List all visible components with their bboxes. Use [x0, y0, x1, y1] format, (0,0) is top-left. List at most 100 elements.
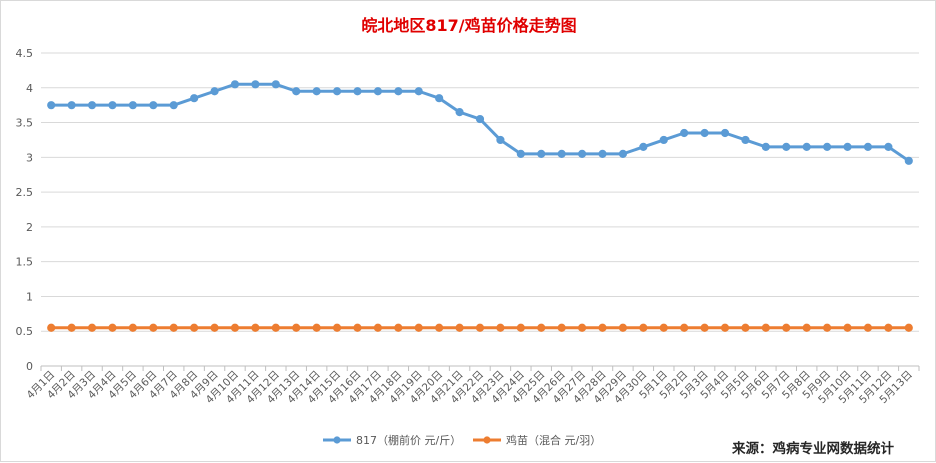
data-point — [577, 323, 587, 332]
data-point — [598, 323, 607, 332]
data-point — [190, 94, 199, 103]
data-point — [537, 149, 546, 158]
y-tick-label: 2 — [26, 221, 33, 234]
chart-title: 皖北地区817/鸡苗价格走势图 — [361, 16, 576, 35]
x-axis: 4月1日4月2日4月3日4月4日4月5日4月6日4月7日4月8日4月9日4月10… — [25, 366, 920, 406]
data-point — [373, 87, 383, 96]
data-point — [210, 323, 219, 332]
data-point — [537, 323, 546, 332]
data-point — [312, 87, 321, 96]
data-point — [108, 101, 117, 110]
data-point — [639, 323, 648, 332]
data-point — [720, 128, 730, 138]
data-point — [190, 323, 199, 332]
gridlines — [41, 52, 919, 367]
data-point — [802, 142, 811, 151]
legend-item: 817（棚前价 元/斤） — [323, 433, 461, 447]
data-point — [475, 114, 485, 124]
data-point — [149, 323, 158, 332]
data-point — [67, 101, 76, 110]
data-point — [741, 323, 750, 332]
data-point — [271, 323, 280, 332]
data-point — [516, 323, 525, 332]
data-point — [394, 323, 403, 332]
data-point — [230, 80, 240, 89]
data-point — [823, 142, 832, 151]
data-point — [149, 101, 158, 110]
data-point — [823, 323, 832, 332]
data-point — [884, 142, 893, 151]
data-point — [87, 101, 97, 110]
data-point — [373, 323, 383, 332]
series-1 — [47, 80, 913, 165]
legend-label: 817（棚前价 元/斤） — [356, 433, 461, 447]
data-point — [843, 142, 852, 151]
data-point — [353, 87, 362, 96]
data-point — [884, 323, 893, 332]
data-point — [577, 149, 587, 158]
legend-item: 鸡苗（混合 元/羽） — [473, 433, 601, 447]
data-point — [169, 323, 178, 332]
data-point — [312, 323, 321, 332]
data-point — [414, 323, 423, 332]
data-point — [332, 323, 342, 332]
data-point — [680, 323, 689, 332]
y-tick-label: 4 — [26, 82, 33, 95]
data-point — [251, 323, 260, 332]
data-point — [863, 142, 873, 151]
data-point — [700, 128, 709, 138]
series-group — [47, 80, 913, 332]
data-point — [292, 87, 301, 96]
data-point — [108, 323, 117, 332]
data-point — [782, 323, 791, 332]
legend-swatch-marker — [333, 436, 341, 444]
data-point — [659, 323, 668, 332]
y-tick-label: 2.5 — [16, 186, 34, 199]
data-point — [904, 156, 913, 165]
data-point — [475, 323, 485, 332]
data-point — [639, 142, 648, 151]
data-point — [128, 101, 137, 110]
data-point — [904, 323, 913, 332]
y-tick-label: 3 — [26, 151, 33, 164]
data-point — [210, 87, 219, 96]
data-point — [47, 323, 56, 332]
series-2 — [47, 323, 913, 332]
data-point — [496, 135, 505, 145]
data-point — [659, 135, 668, 145]
data-point — [680, 128, 689, 138]
legend: 817（棚前价 元/斤） 鸡苗（混合 元/羽） — [323, 433, 601, 447]
data-point — [782, 142, 791, 151]
legend-label: 鸡苗（混合 元/羽） — [506, 433, 601, 447]
y-tick-label: 1.5 — [16, 256, 34, 269]
y-axis: 0 0.5 1 1.5 2 2.5 3 3.5 4 4.5 — [16, 47, 34, 373]
data-point — [598, 149, 607, 158]
legend-swatch-marker — [483, 436, 491, 444]
data-point — [332, 87, 342, 96]
data-point — [843, 323, 852, 332]
data-point — [720, 323, 730, 332]
data-point — [435, 323, 444, 332]
y-tick-label: 3.5 — [16, 117, 34, 130]
data-point — [414, 87, 423, 96]
data-point — [557, 323, 566, 332]
data-point — [802, 323, 811, 332]
data-point — [67, 323, 76, 332]
data-point — [128, 323, 137, 332]
data-point — [271, 80, 280, 89]
y-tick-label: 4.5 — [16, 47, 34, 60]
data-point — [251, 80, 260, 89]
data-point — [496, 323, 505, 332]
data-point — [516, 149, 525, 158]
data-point — [292, 323, 301, 332]
data-point — [394, 87, 403, 96]
data-point — [230, 323, 240, 332]
data-point — [761, 323, 770, 332]
data-point — [169, 101, 178, 110]
y-tick-label: 1 — [26, 290, 33, 303]
data-point — [87, 323, 97, 332]
data-point — [618, 149, 628, 158]
source-note: 来源：鸡病专业网数据统计 — [731, 440, 894, 457]
